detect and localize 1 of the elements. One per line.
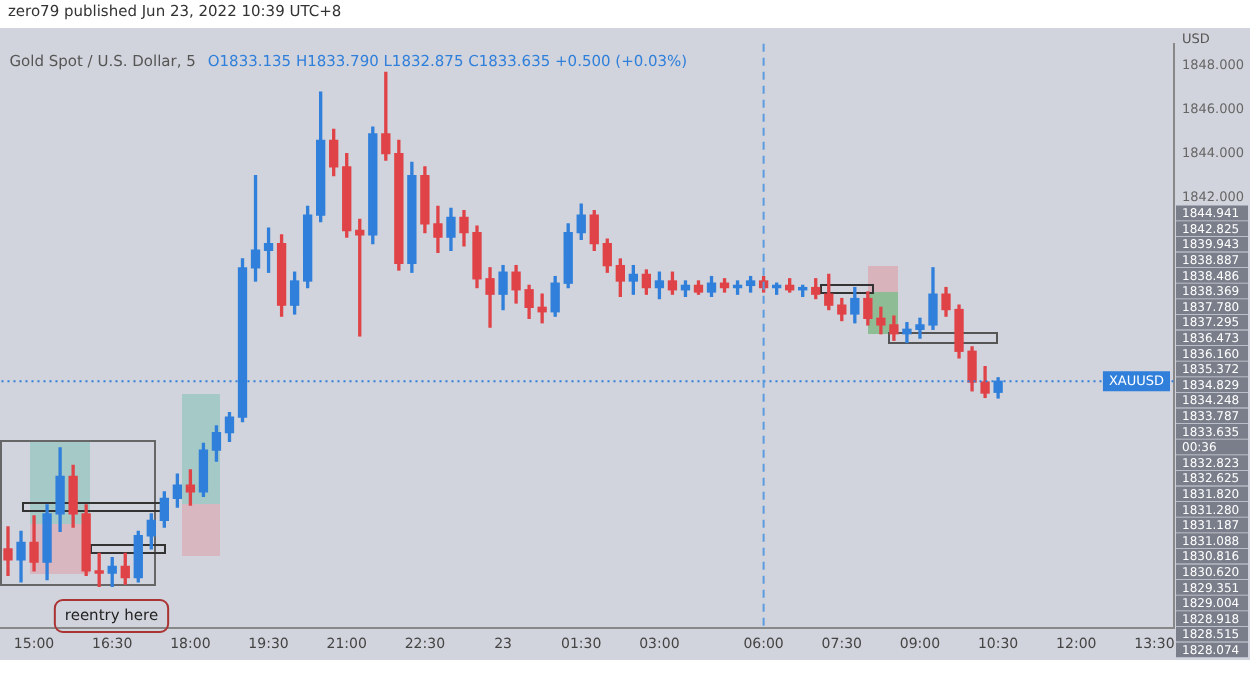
candlestick <box>3 526 13 576</box>
